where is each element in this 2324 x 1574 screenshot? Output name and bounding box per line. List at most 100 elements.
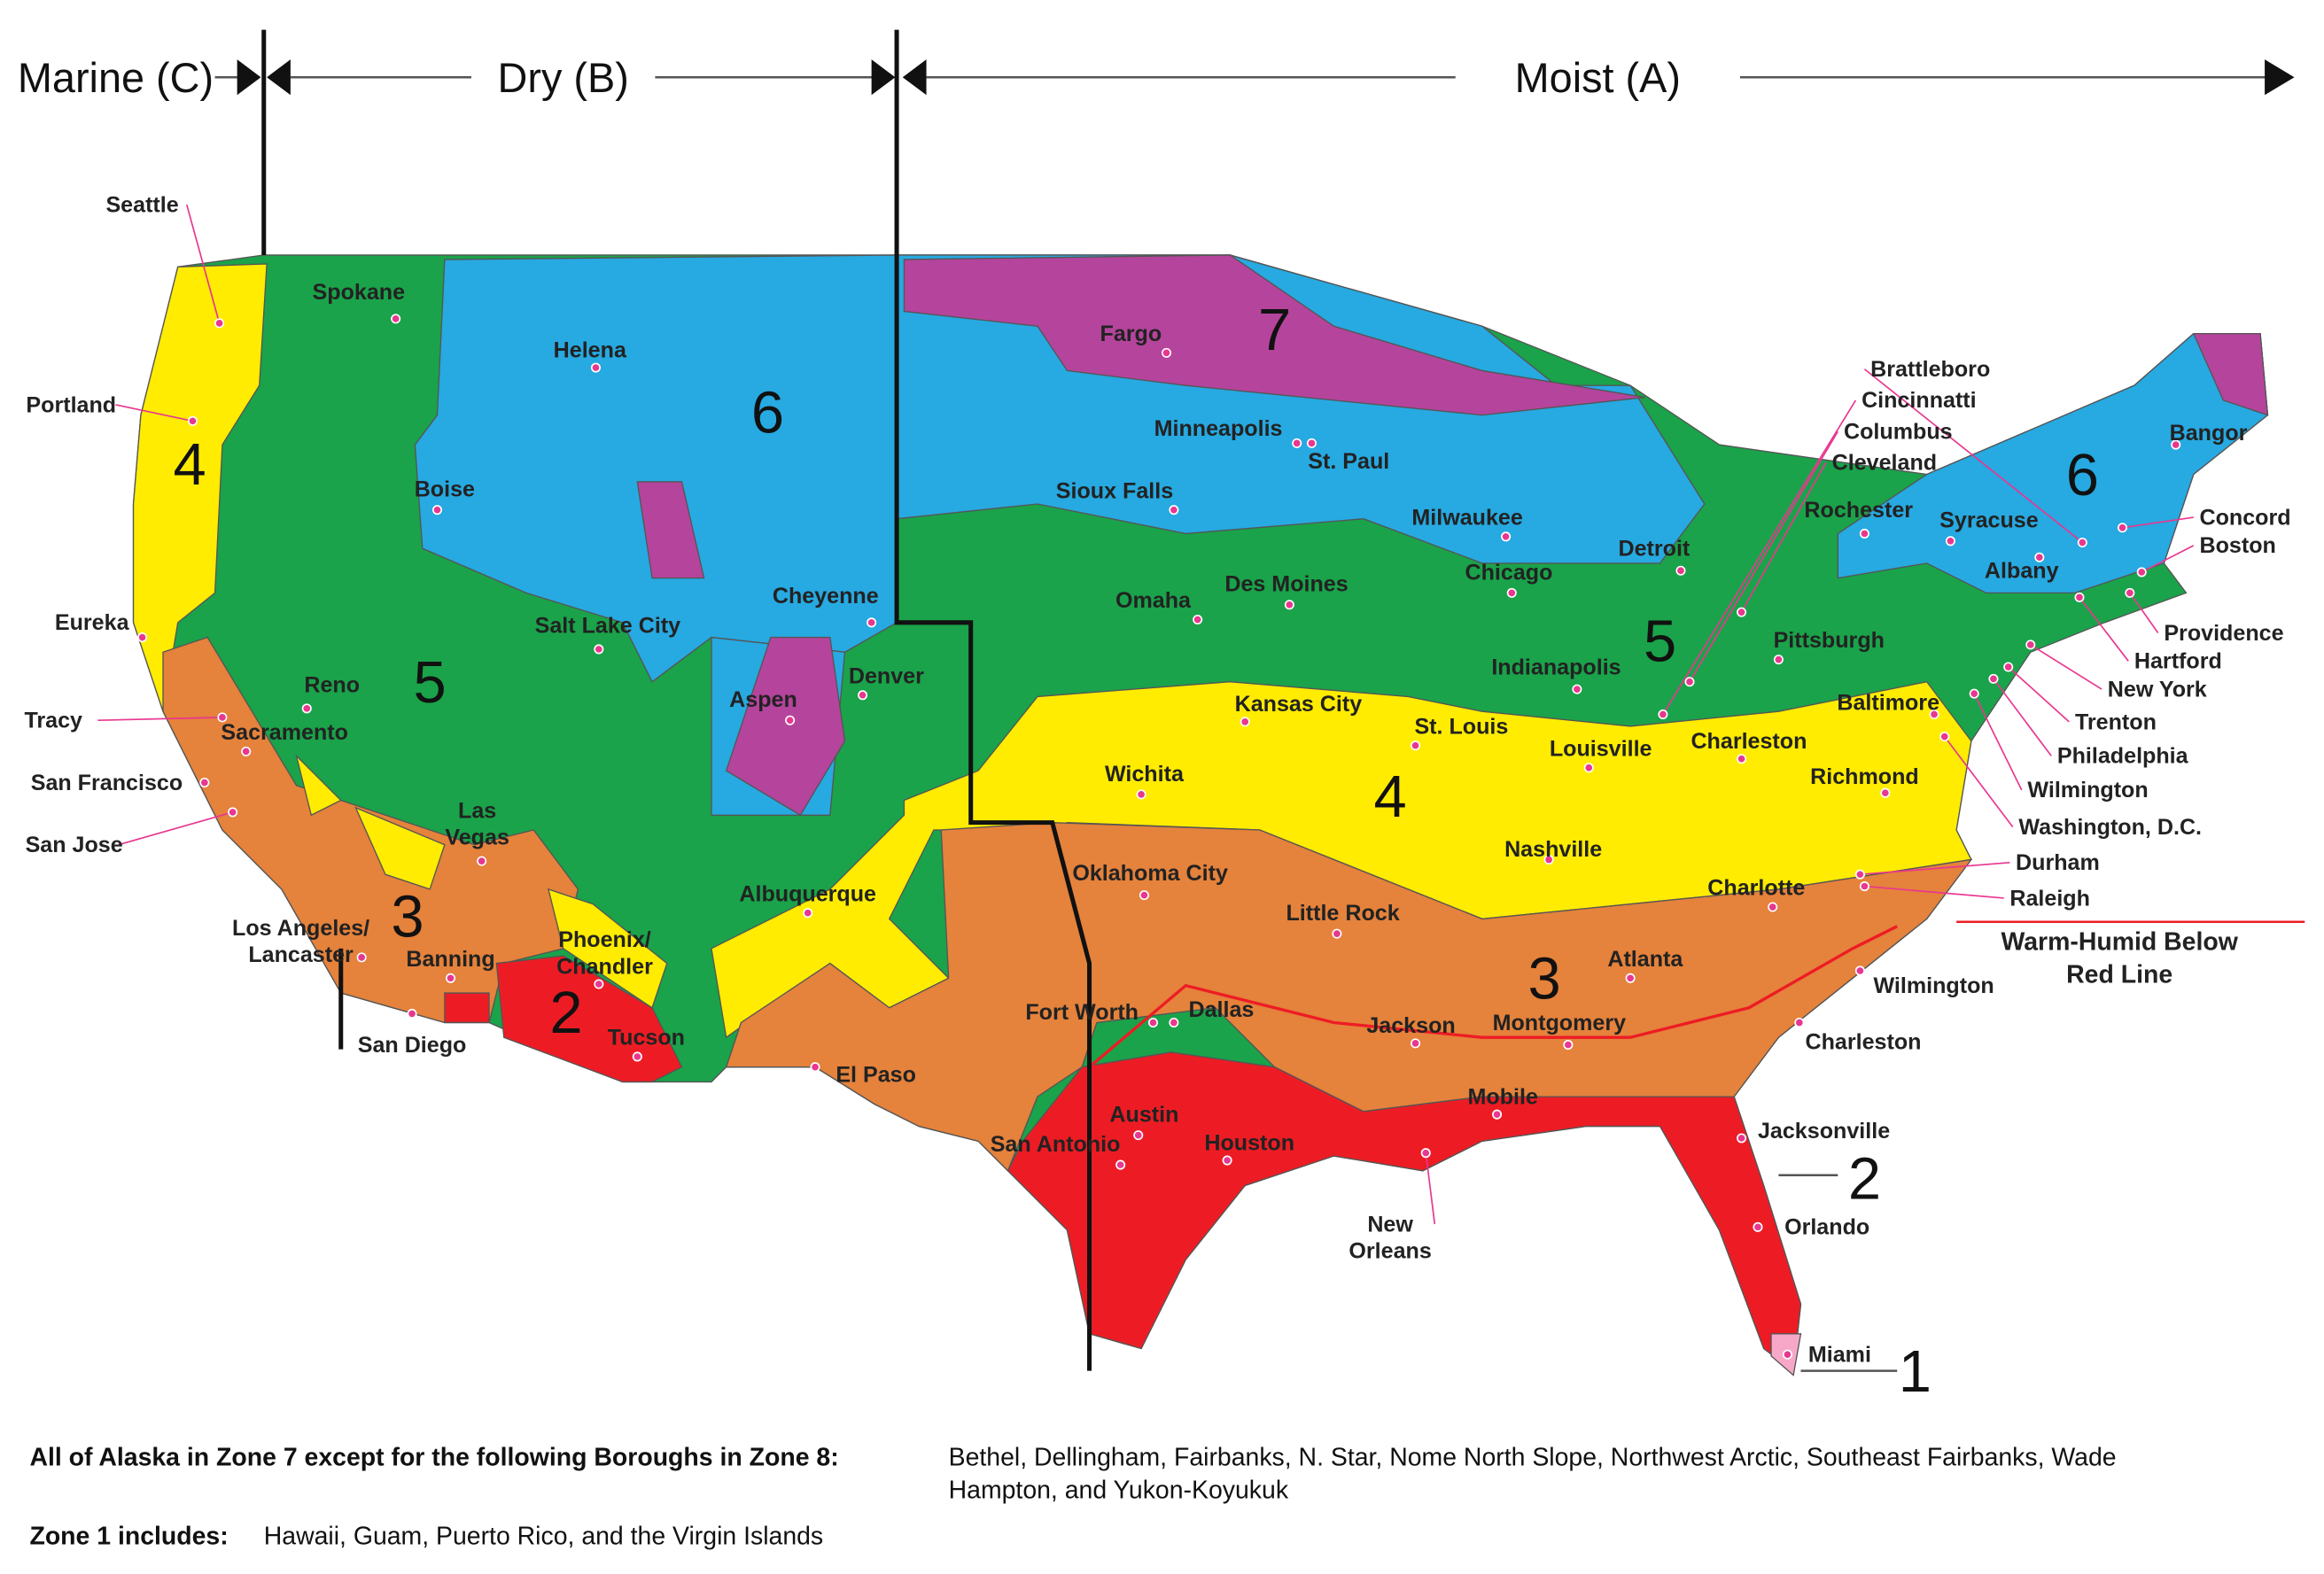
city-dot (1147, 1017, 1158, 1028)
city-label: Louisville (1550, 736, 1652, 761)
leader-line (1864, 885, 2004, 899)
city-label: Rochester (1804, 498, 1913, 523)
city-dot (1768, 902, 1778, 912)
city-label: Concord (2199, 505, 2290, 530)
leader-line (1944, 736, 2014, 828)
alaska-text: Hampton, and Yukon-Koyukuk (949, 1476, 1289, 1504)
arrow-head (871, 59, 896, 96)
city-label: Sacramento (221, 720, 348, 745)
city-label: Banning (406, 947, 494, 972)
leader-line (1993, 678, 2052, 756)
city-label: Milwaukee (1411, 505, 1522, 530)
city-label: Miami (1808, 1343, 1871, 1368)
zone-header: Moist (A) (1515, 55, 1681, 101)
city-dot (1563, 1040, 1574, 1051)
leader-line (185, 204, 221, 324)
city-dot (2077, 537, 2087, 548)
city-label: Atlanta (1607, 947, 1683, 972)
city-label: Little Rock (1286, 901, 1399, 926)
city-dot (407, 1008, 417, 1019)
city-dot (1115, 1159, 1126, 1170)
city-label: Pittsburgh (1774, 628, 1885, 653)
city-label: Salt Lake City (535, 614, 681, 639)
city-label: Kansas City (1235, 692, 1363, 717)
city-label: Albany (1985, 559, 2059, 584)
city-label: Charleston (1806, 1030, 1922, 1055)
city-label: Boston (2199, 533, 2275, 558)
city-dot (1988, 673, 1999, 684)
city-dot (810, 1062, 820, 1073)
city-dot (1169, 505, 1179, 516)
city-label-line: Chandler (556, 954, 653, 979)
city-dot (803, 908, 813, 919)
zone-2-imperial (444, 992, 490, 1024)
zone-6-northeast (1837, 332, 2269, 594)
city-dot (2074, 592, 2085, 602)
city-label: Hartford (2134, 649, 2222, 674)
city-label: Dallas (1188, 997, 1254, 1022)
city-dot (446, 973, 456, 983)
city-label: Cheyenne (773, 584, 879, 609)
city-label: St. Paul (1308, 449, 1389, 474)
city-dot (1501, 531, 1512, 542)
city-label: Helena (554, 337, 627, 362)
city-label: Jackson (1366, 1013, 1455, 1038)
city-label: San Jose (26, 833, 123, 857)
zone-4-sw-a (295, 754, 342, 817)
city-dot (2034, 552, 2045, 562)
city-label: St. Louis (1414, 714, 1508, 739)
city-dot (1737, 607, 1747, 617)
arrow-head (2265, 59, 2295, 96)
city-dot (1543, 854, 1554, 865)
leader-line (2008, 666, 2070, 723)
red-line-note: Red Line (2066, 960, 2172, 989)
city-label: Charleston (1691, 729, 1807, 754)
leader-line (1689, 430, 1839, 683)
city-dot (1625, 973, 1636, 983)
city-dot (1658, 709, 1668, 720)
city-label: Tracy (24, 709, 82, 733)
zone-7-wyoming (636, 481, 705, 579)
city-dot (594, 979, 604, 989)
city-dot (301, 703, 312, 714)
zone-2-gulf (1007, 1051, 1802, 1372)
zone-number: 3 (391, 883, 424, 950)
city-label: Montgomery (1493, 1011, 1627, 1035)
city-dot (1411, 1038, 1421, 1049)
leader-line (1860, 861, 2010, 876)
city-label: San Diego (358, 1033, 467, 1058)
city-label: Detroit (1618, 537, 1690, 562)
city-dot (1411, 740, 1421, 751)
leader-line (2030, 644, 2102, 690)
city-dot (1222, 1155, 1232, 1166)
zone-number: 1 (1899, 1338, 1931, 1405)
city-dot (785, 715, 796, 725)
city-dot (228, 807, 238, 818)
zone-4-sw-b (354, 806, 446, 890)
city-label: Bangor (2170, 421, 2248, 446)
city-dot (1929, 709, 1939, 720)
city-label: Des Moines (1224, 572, 1348, 597)
city-label: Albuquerque (739, 881, 876, 906)
city-dot (1880, 787, 1891, 798)
city-dot (217, 712, 228, 723)
zone-7-maine (2192, 332, 2269, 416)
leader-line (97, 717, 222, 722)
leader-line (1973, 693, 2023, 791)
city-label: Fargo (1100, 322, 1162, 346)
leader-line (1863, 368, 2083, 544)
city-label-line: Phoenix/ (558, 927, 651, 952)
city-dot (1854, 869, 1865, 880)
moist-border (894, 29, 1092, 1371)
city-label: Durham (2016, 850, 2100, 875)
city-label-line: Orleans (1349, 1238, 1431, 1263)
city-dot (199, 777, 210, 788)
zones (132, 254, 2269, 1376)
city-dot (1240, 717, 1250, 727)
city-label: New Orleans (1349, 1212, 1431, 1263)
zone-number: 6 (2066, 442, 2099, 508)
city-dot (858, 690, 868, 701)
alaska-text: Bethel, Dellingham, Fairbanks, N. Star, … (949, 1444, 2117, 1472)
leader-line (2079, 596, 2129, 662)
